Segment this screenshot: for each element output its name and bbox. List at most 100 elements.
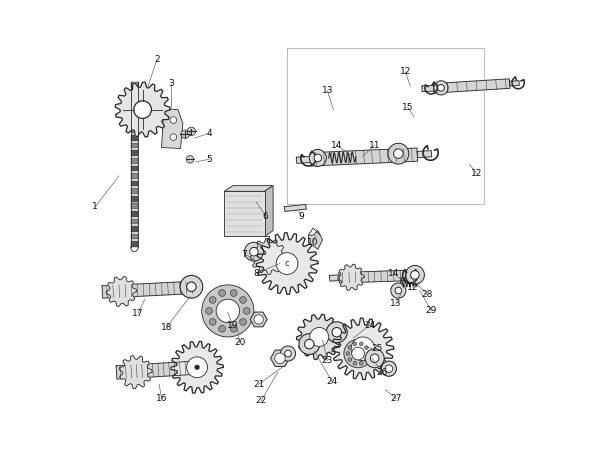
Circle shape: [195, 365, 200, 370]
Circle shape: [365, 358, 368, 361]
Polygon shape: [119, 356, 152, 389]
Text: 10: 10: [307, 238, 319, 247]
Polygon shape: [308, 230, 323, 249]
Circle shape: [240, 319, 247, 325]
Polygon shape: [296, 156, 311, 163]
Circle shape: [353, 342, 357, 346]
Text: c: c: [285, 259, 289, 268]
Text: 6: 6: [263, 212, 269, 221]
Text: 28: 28: [421, 290, 433, 299]
Text: 17: 17: [132, 309, 144, 318]
Polygon shape: [339, 270, 411, 283]
Circle shape: [276, 253, 298, 275]
Text: 27: 27: [390, 394, 401, 403]
Bar: [130, 97, 138, 103]
Circle shape: [275, 353, 285, 363]
Text: 22: 22: [255, 397, 267, 405]
Text: 11: 11: [369, 141, 381, 150]
Circle shape: [332, 327, 341, 337]
Bar: [130, 203, 138, 209]
Polygon shape: [162, 109, 183, 149]
Text: 2: 2: [154, 56, 160, 65]
Circle shape: [344, 339, 372, 368]
Circle shape: [230, 290, 237, 296]
Polygon shape: [225, 186, 273, 191]
Circle shape: [352, 347, 365, 360]
Polygon shape: [297, 314, 342, 360]
Bar: [130, 211, 138, 217]
Bar: [130, 143, 138, 149]
Circle shape: [218, 325, 225, 332]
Circle shape: [170, 134, 177, 141]
Bar: [130, 180, 138, 186]
Polygon shape: [510, 81, 519, 86]
Bar: [130, 105, 138, 111]
Text: 13: 13: [390, 299, 401, 308]
Bar: [130, 226, 138, 232]
Polygon shape: [171, 342, 223, 393]
Circle shape: [309, 150, 326, 166]
Circle shape: [134, 101, 151, 118]
Bar: [130, 234, 138, 239]
Text: 19: 19: [227, 321, 238, 330]
Bar: [130, 151, 138, 156]
Circle shape: [299, 333, 319, 354]
Bar: [130, 241, 138, 247]
Circle shape: [394, 149, 403, 158]
Circle shape: [187, 357, 207, 378]
Text: 12: 12: [400, 67, 411, 76]
Circle shape: [209, 296, 216, 303]
Circle shape: [181, 130, 190, 139]
Circle shape: [351, 337, 375, 361]
Circle shape: [346, 352, 349, 355]
Circle shape: [244, 242, 263, 261]
Text: 5: 5: [206, 155, 212, 164]
Text: 18: 18: [160, 323, 172, 332]
Text: 29: 29: [426, 306, 437, 315]
Circle shape: [250, 247, 258, 256]
Circle shape: [206, 307, 212, 314]
Text: 12: 12: [407, 283, 418, 292]
Polygon shape: [225, 191, 264, 237]
Circle shape: [310, 327, 329, 346]
Text: 14: 14: [331, 141, 343, 150]
Circle shape: [385, 365, 393, 372]
Circle shape: [395, 287, 401, 294]
Polygon shape: [250, 312, 267, 327]
Polygon shape: [115, 82, 170, 137]
Text: 1: 1: [92, 202, 98, 211]
Circle shape: [370, 354, 379, 362]
Polygon shape: [338, 264, 364, 290]
Circle shape: [254, 315, 263, 324]
Circle shape: [170, 117, 177, 124]
Text: 8: 8: [253, 268, 259, 277]
Text: 21: 21: [253, 380, 264, 389]
Bar: [130, 128, 138, 133]
Text: 13: 13: [321, 86, 333, 95]
Circle shape: [359, 361, 363, 365]
Bar: [130, 196, 138, 201]
Text: 14: 14: [388, 268, 399, 277]
Bar: [130, 158, 138, 163]
Circle shape: [348, 346, 352, 350]
Text: 23: 23: [322, 356, 333, 365]
Text: 25: 25: [371, 344, 382, 353]
Text: 26: 26: [376, 368, 387, 377]
Polygon shape: [271, 350, 289, 367]
Polygon shape: [250, 238, 286, 275]
Text: 20: 20: [234, 338, 245, 347]
Circle shape: [240, 296, 247, 303]
Polygon shape: [256, 233, 318, 294]
Polygon shape: [106, 276, 136, 306]
Circle shape: [202, 285, 254, 337]
Bar: [130, 82, 138, 88]
Text: 24: 24: [326, 378, 338, 387]
Polygon shape: [102, 281, 198, 298]
Circle shape: [348, 358, 352, 361]
Circle shape: [434, 81, 448, 95]
Circle shape: [209, 319, 216, 325]
Text: 7: 7: [242, 249, 247, 258]
Circle shape: [365, 346, 368, 350]
Text: 24: 24: [364, 321, 376, 330]
Polygon shape: [433, 79, 510, 93]
